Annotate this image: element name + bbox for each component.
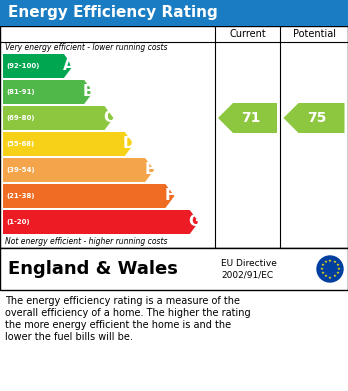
Text: ★: ★ — [321, 263, 325, 267]
Text: ★: ★ — [335, 271, 339, 275]
Text: 71: 71 — [241, 111, 260, 125]
Text: (39-54): (39-54) — [6, 167, 34, 173]
Text: Not energy efficient - higher running costs: Not energy efficient - higher running co… — [5, 237, 167, 246]
Text: G: G — [188, 215, 200, 230]
Text: England & Wales: England & Wales — [8, 260, 178, 278]
Polygon shape — [3, 54, 73, 78]
Text: ★: ★ — [321, 271, 325, 275]
Text: lower the fuel bills will be.: lower the fuel bills will be. — [5, 332, 133, 342]
Polygon shape — [3, 184, 174, 208]
Polygon shape — [218, 103, 277, 133]
Circle shape — [317, 256, 343, 282]
Polygon shape — [3, 158, 154, 182]
Text: C: C — [103, 111, 114, 126]
Bar — [0, 248, 348, 290]
Text: (55-68): (55-68) — [6, 141, 34, 147]
Text: ★: ★ — [324, 274, 328, 278]
Text: Potential: Potential — [293, 29, 335, 39]
Text: ★: ★ — [335, 263, 339, 267]
Text: ★: ★ — [324, 260, 328, 264]
Polygon shape — [3, 80, 93, 104]
Bar — [0, 26, 348, 248]
Text: The energy efficiency rating is a measure of the: The energy efficiency rating is a measur… — [5, 296, 240, 306]
Text: (1-20): (1-20) — [6, 219, 30, 225]
Text: ★: ★ — [328, 276, 332, 280]
Text: (92-100): (92-100) — [6, 63, 39, 69]
Text: (21-38): (21-38) — [6, 193, 34, 199]
Text: (81-91): (81-91) — [6, 89, 34, 95]
Text: F: F — [165, 188, 175, 203]
Text: Energy Efficiency Rating: Energy Efficiency Rating — [8, 5, 218, 20]
Text: E: E — [144, 163, 155, 178]
Text: ★: ★ — [337, 267, 340, 271]
Text: Current: Current — [229, 29, 266, 39]
Polygon shape — [3, 210, 199, 234]
Text: overall efficiency of a home. The higher the rating: overall efficiency of a home. The higher… — [5, 308, 251, 318]
Text: ★: ★ — [332, 274, 336, 278]
Text: D: D — [123, 136, 136, 151]
Text: EU Directive: EU Directive — [221, 258, 277, 267]
Text: ★: ★ — [328, 258, 332, 262]
Text: 2002/91/EC: 2002/91/EC — [221, 271, 273, 280]
Bar — [0, 0, 348, 26]
Text: (69-80): (69-80) — [6, 115, 34, 121]
Polygon shape — [3, 132, 134, 156]
Text: Very energy efficient - lower running costs: Very energy efficient - lower running co… — [5, 43, 167, 52]
Text: the more energy efficient the home is and the: the more energy efficient the home is an… — [5, 320, 231, 330]
Polygon shape — [284, 103, 345, 133]
Text: ★: ★ — [332, 260, 336, 264]
Text: 75: 75 — [307, 111, 327, 125]
Text: ★: ★ — [319, 267, 323, 271]
Text: B: B — [83, 84, 95, 99]
Polygon shape — [3, 106, 113, 130]
Text: A: A — [63, 59, 74, 74]
